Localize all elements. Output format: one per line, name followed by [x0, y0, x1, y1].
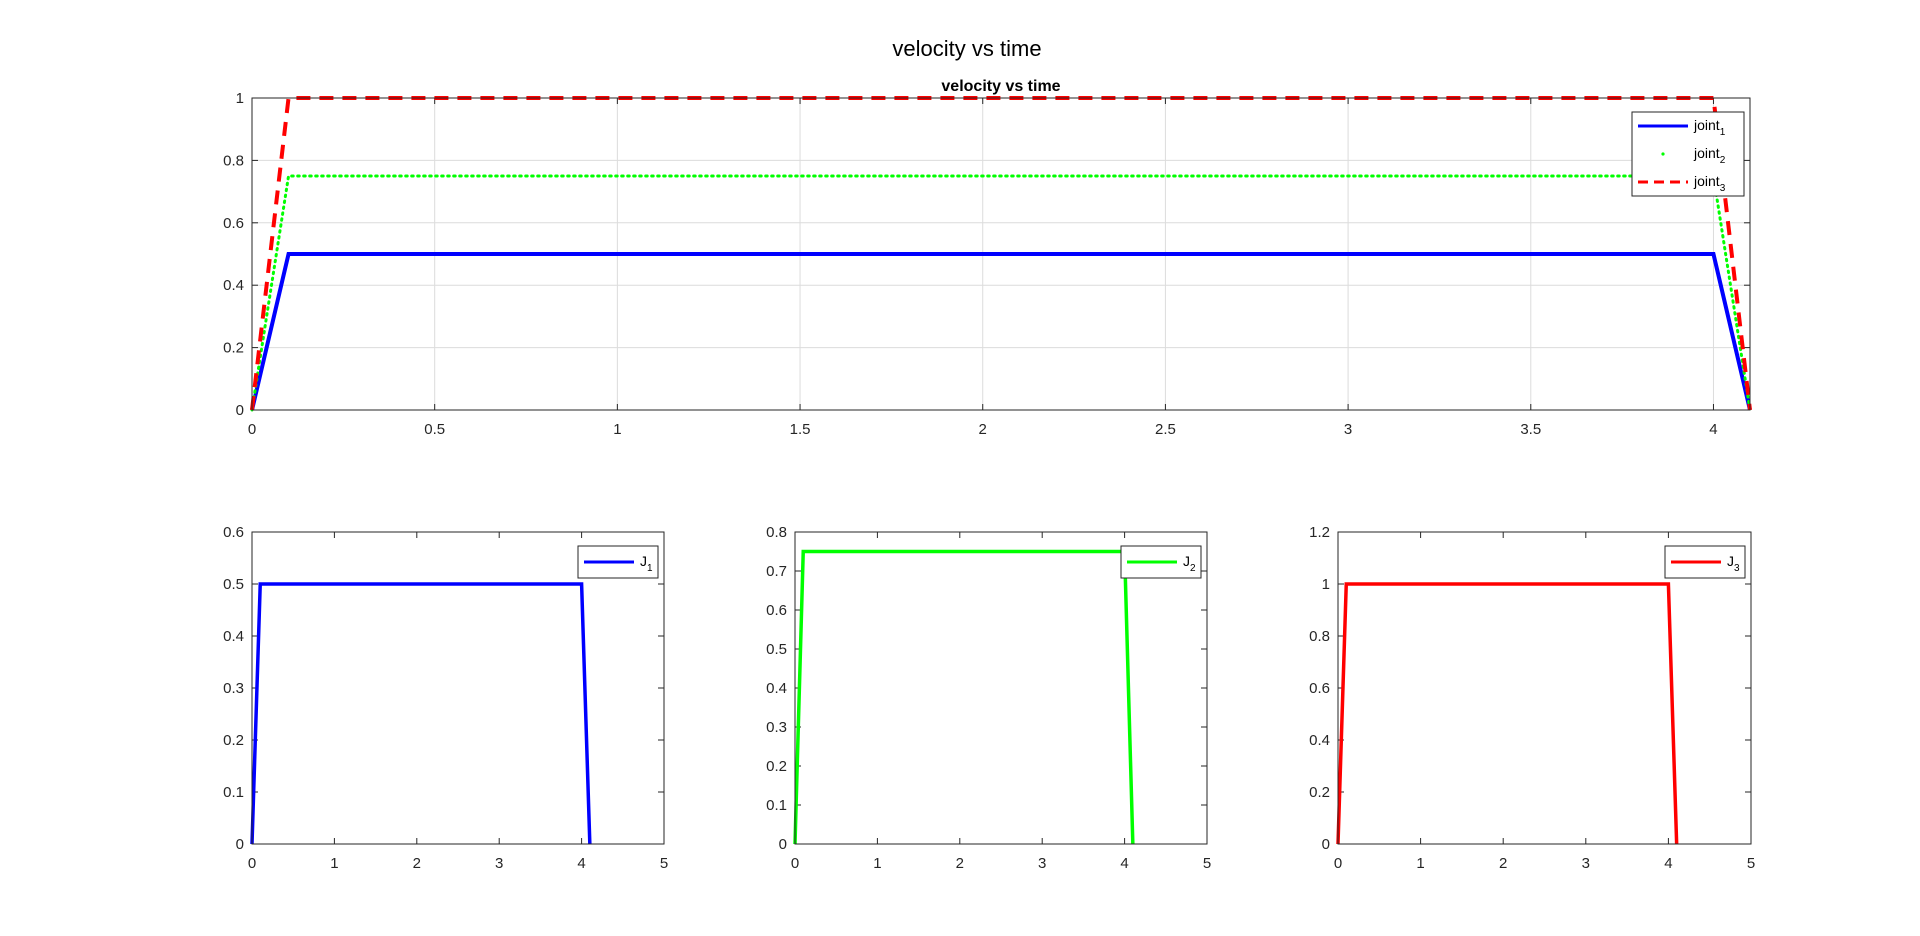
- series-line-j2: [793, 549, 1135, 845]
- legend-label-name: J: [640, 553, 647, 569]
- x-tick-label: 1: [873, 855, 881, 872]
- x-tick-label: 0: [248, 855, 256, 872]
- x-tick-label: 0: [1334, 855, 1342, 872]
- x-tick-label: 0.5: [424, 421, 445, 438]
- x-tick-label: 3: [1038, 855, 1046, 872]
- axes-frame: [251, 97, 1751, 411]
- legend-marker: [1661, 152, 1665, 156]
- legend: J1: [577, 545, 659, 579]
- x-tick-label: 1: [1416, 855, 1424, 872]
- y-tick-label: 0: [779, 836, 787, 853]
- top-axes: 0 0.5 1 1.5 2 2.5 3 3.5 4 0 0.2 0.4 0.6 0.8 1 velocity …: [223, 78, 1752, 438]
- plot-background: [1338, 532, 1751, 844]
- x-tick-label: 2: [1499, 855, 1507, 872]
- series-line-joint2: [250, 174, 1752, 412]
- x-tick-label: 4: [577, 855, 585, 872]
- y-tick-label: 0.3: [766, 719, 787, 736]
- axes-frame: [251, 531, 665, 845]
- x-tick-label: 1.5: [790, 421, 811, 438]
- y-tick-label: 0.7: [766, 563, 787, 580]
- y-tick-label: 0.2: [766, 758, 787, 775]
- legend-label: J1: [640, 553, 653, 574]
- y-tick-label: 0.2: [1309, 784, 1330, 801]
- series-line-joint1: [250, 252, 1752, 411]
- plot-background: [795, 532, 1207, 844]
- legend-label-subscript: 3: [1720, 183, 1726, 194]
- x-tick-label: 5: [1747, 855, 1755, 872]
- figure-title: velocity vs time: [892, 36, 1041, 61]
- y-tick-label: 0.8: [766, 524, 787, 541]
- legend-label: J3: [1727, 553, 1740, 574]
- y-tick-label: 1: [236, 90, 244, 107]
- legend: J3: [1664, 545, 1746, 579]
- legend-label-name: joint: [1693, 117, 1720, 133]
- legend-label-subscript: 1: [647, 563, 653, 574]
- y-tick-label: 0.4: [223, 277, 244, 294]
- y-tick-label: 0.5: [223, 576, 244, 593]
- legend-label-name: joint: [1693, 173, 1720, 189]
- x-tick-label: 5: [1203, 855, 1211, 872]
- y-tick-label: 0.4: [1309, 732, 1330, 749]
- x-tick-label: 2: [413, 855, 421, 872]
- legend-label-subscript: 2: [1720, 155, 1726, 166]
- x-tick-label: 0: [791, 855, 799, 872]
- y-tick-label: 0: [1322, 836, 1330, 853]
- x-tick-label: 3: [495, 855, 503, 872]
- y-tick-label: 1.2: [1309, 524, 1330, 541]
- legend-label: joint1: [1693, 117, 1726, 138]
- y-tick-label: 0.1: [766, 797, 787, 814]
- y-tick-label: 0.6: [223, 524, 244, 541]
- axes-j2: 0 1 2 3 4 500.10.20.30.40.50.60.70.8J2: [766, 524, 1211, 872]
- legend-label-subscript: 1: [1720, 127, 1726, 138]
- x-tick-label: 3.5: [1520, 421, 1541, 438]
- series-line-joint3: [250, 96, 1752, 411]
- y-tick-label: 0.8: [1309, 628, 1330, 645]
- x-tick-label: 2: [956, 855, 964, 872]
- x-tick-label: 1: [613, 421, 621, 438]
- series-line-j3: [1336, 582, 1679, 845]
- legend-label: joint3: [1693, 173, 1726, 194]
- x-tick-label: 0: [248, 421, 256, 438]
- x-tick-label: 4: [1664, 855, 1672, 872]
- legend-label-name: J: [1727, 553, 1734, 569]
- axes-frame: [1337, 531, 1752, 845]
- y-tick-label: 0.6: [1309, 680, 1330, 697]
- x-tick-label: 4: [1120, 855, 1128, 872]
- y-tick-label: 0.4: [223, 628, 244, 645]
- legend-label-subscript: 2: [1190, 563, 1196, 574]
- x-tick-label: 4: [1709, 421, 1717, 438]
- plot-background: [252, 532, 664, 844]
- y-tick-label: 0.2: [223, 732, 244, 749]
- legend-label: J2: [1183, 553, 1196, 574]
- legend: J2: [1120, 545, 1202, 579]
- y-tick-label: 0.6: [223, 215, 244, 232]
- y-tick-label: 0.1: [223, 784, 244, 801]
- axes-j3: 0 1 2 3 4 500.20.40.60.811.2J3: [1309, 524, 1755, 872]
- x-tick-label: 1: [330, 855, 338, 872]
- axes-frame: [794, 531, 1208, 845]
- x-tick-label: 3: [1344, 421, 1352, 438]
- legend-label: joint2: [1693, 145, 1726, 166]
- axes-title: velocity vs time: [941, 78, 1060, 95]
- x-tick-label: 2.5: [1155, 421, 1176, 438]
- legend-label-subscript: 3: [1734, 563, 1740, 574]
- legend-label-name: J: [1183, 553, 1190, 569]
- y-tick-label: 1: [1322, 576, 1330, 593]
- y-tick-label: 0.6: [766, 602, 787, 619]
- y-tick-label: 0: [236, 402, 244, 419]
- y-tick-label: 0.4: [766, 680, 787, 697]
- x-tick-label: 2: [979, 421, 987, 438]
- y-tick-label: 0: [236, 836, 244, 853]
- series-line-j1: [250, 582, 592, 845]
- legend-label-name: joint: [1693, 145, 1720, 161]
- y-tick-label: 0.3: [223, 680, 244, 697]
- y-tick-label: 0.5: [766, 641, 787, 658]
- y-tick-label: 0.2: [223, 340, 244, 357]
- x-tick-label: 5: [660, 855, 668, 872]
- y-tick-label: 0.8: [223, 152, 244, 169]
- x-tick-label: 3: [1582, 855, 1590, 872]
- axes-j1: 0 1 2 3 4 500.10.20.30.40.50.6J1: [223, 524, 668, 872]
